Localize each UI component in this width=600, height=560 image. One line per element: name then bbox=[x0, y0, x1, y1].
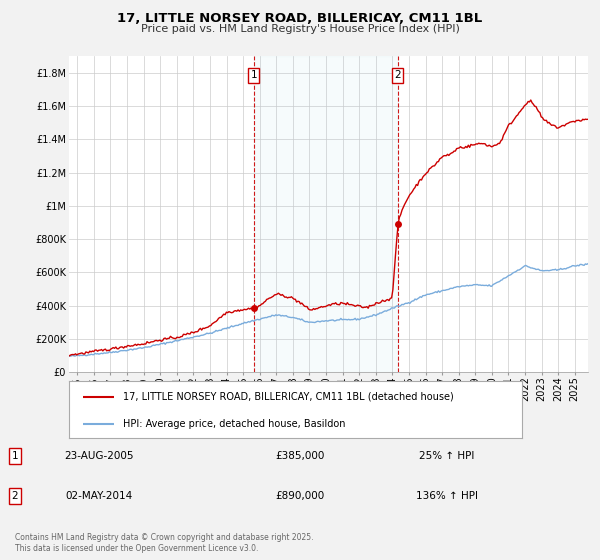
Text: 17, LITTLE NORSEY ROAD, BILLERICAY, CM11 1BL: 17, LITTLE NORSEY ROAD, BILLERICAY, CM11… bbox=[118, 12, 482, 25]
Text: 1: 1 bbox=[11, 451, 19, 461]
Text: £890,000: £890,000 bbox=[275, 491, 325, 501]
Text: 23-AUG-2005: 23-AUG-2005 bbox=[64, 451, 134, 461]
Text: HPI: Average price, detached house, Basildon: HPI: Average price, detached house, Basi… bbox=[124, 419, 346, 428]
Text: 02-MAY-2014: 02-MAY-2014 bbox=[65, 491, 133, 501]
Text: Contains HM Land Registry data © Crown copyright and database right 2025.
This d: Contains HM Land Registry data © Crown c… bbox=[15, 533, 314, 553]
Text: 1: 1 bbox=[251, 70, 257, 80]
Text: 17, LITTLE NORSEY ROAD, BILLERICAY, CM11 1BL (detached house): 17, LITTLE NORSEY ROAD, BILLERICAY, CM11… bbox=[124, 392, 454, 402]
Text: £385,000: £385,000 bbox=[275, 451, 325, 461]
Bar bbox=[254, 56, 398, 372]
Text: 136% ↑ HPI: 136% ↑ HPI bbox=[416, 491, 478, 501]
Text: 25% ↑ HPI: 25% ↑ HPI bbox=[419, 451, 475, 461]
Text: 2: 2 bbox=[395, 70, 401, 80]
Text: Price paid vs. HM Land Registry's House Price Index (HPI): Price paid vs. HM Land Registry's House … bbox=[140, 24, 460, 34]
Text: 2: 2 bbox=[11, 491, 19, 501]
